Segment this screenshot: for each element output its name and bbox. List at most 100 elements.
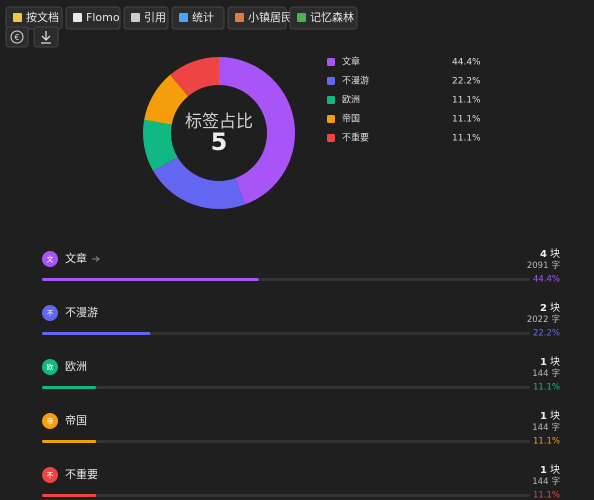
badge-letter: 不 [47, 310, 54, 318]
chars-unit: 字 [551, 476, 560, 487]
legend-value: 11.1% [452, 96, 481, 106]
button-label: 小镇居民 [248, 10, 292, 24]
button-icon [131, 13, 140, 22]
donut-slice [142, 119, 178, 171]
button-bg [171, 6, 225, 30]
button-bg [227, 6, 287, 30]
item-name[interactable]: 欧洲 [65, 360, 87, 373]
badge [42, 359, 58, 375]
toolbar-button[interactable]: Flomo [65, 6, 121, 30]
item-chars: 144 字 [532, 476, 560, 487]
progress-track [42, 440, 530, 443]
donut-slice [219, 57, 296, 205]
badge [42, 305, 58, 321]
download-icon [41, 31, 51, 44]
progress-bar [42, 386, 97, 389]
toolbar-button[interactable]: 小镇居民 [227, 6, 292, 30]
item-name[interactable]: 帝国 [65, 413, 87, 427]
legend-value: 22.2% [452, 77, 481, 87]
donut-slice [153, 157, 245, 210]
button-label: 统计 [192, 11, 214, 24]
progress-track [42, 332, 530, 335]
progress-bar [42, 494, 97, 497]
legend-swatch [327, 115, 335, 123]
progress-track [42, 494, 530, 497]
progress-track [42, 386, 530, 389]
badge-letter: 文 [47, 255, 54, 264]
badge-letter: 欧 [47, 363, 54, 372]
chars-number: 144 [532, 423, 548, 433]
button-label: Flomo [86, 11, 120, 24]
item-name[interactable]: 不漫游 [65, 305, 98, 319]
toolbar-button[interactable]: 统计 [171, 6, 225, 30]
toolbar-button[interactable]: 按文档 [5, 6, 63, 30]
link-arrow [92, 256, 100, 262]
badge [42, 413, 58, 429]
legend-swatch [327, 58, 335, 66]
legend-label: 文章 [342, 56, 360, 68]
item-chars: 2091 字 [527, 260, 560, 271]
button-bg [123, 6, 169, 30]
item-name[interactable]: 文章 [65, 251, 87, 265]
button-label: 按文档 [26, 10, 59, 24]
badge-letter: 帝 [47, 417, 54, 426]
button-label: 引用 [144, 10, 166, 24]
button-bg [5, 26, 29, 48]
button-icon [235, 13, 244, 22]
badge-letter: 不 [47, 472, 54, 480]
progress-bar [42, 332, 151, 335]
item-percent: 11.1% [533, 383, 560, 393]
legend-swatch [327, 134, 335, 142]
item-chars: 144 字 [532, 368, 560, 379]
item-chars: 2022 字 [527, 314, 560, 325]
donut-title: 标签占比 [185, 112, 253, 132]
toolbar-button[interactable]: 引用 [123, 6, 169, 30]
legend-label: 不重要 [342, 132, 369, 144]
currency-icon: € [14, 33, 19, 42]
badge [42, 467, 58, 483]
legend-label: 帝国 [342, 113, 360, 125]
chars-number: 144 [532, 477, 548, 487]
legend-swatch [327, 96, 335, 104]
item-percent: 44.4% [533, 275, 560, 285]
donut-slice [170, 57, 219, 97]
count-number: 1 [540, 357, 547, 368]
chars-number: 2091 [527, 261, 549, 271]
button-icon [13, 13, 22, 22]
chars-unit: 字 [551, 260, 560, 271]
progress-bar [42, 440, 97, 443]
button-bg [289, 6, 358, 30]
chars-number: 2022 [527, 315, 549, 325]
count-number: 4 [540, 249, 547, 260]
item-percent: 22.2% [533, 329, 560, 339]
item-chars: 144 字 [532, 422, 560, 433]
chars-number: 144 [532, 369, 548, 379]
legend-value: 44.4% [452, 58, 481, 68]
count-unit: 块 [550, 410, 560, 422]
icon-ring [10, 30, 24, 44]
item-name[interactable]: 不重要 [65, 467, 98, 481]
item-percent: 11.1% [533, 437, 560, 447]
toolbar-button[interactable]: 记忆森林 [289, 6, 358, 30]
legend-swatch [327, 77, 335, 85]
count-number: 1 [540, 411, 547, 422]
chars-unit: 字 [551, 314, 560, 325]
donut-total: 5 [211, 128, 228, 156]
progress-bar [42, 278, 259, 281]
download-button[interactable] [33, 26, 59, 48]
chars-unit: 字 [551, 422, 560, 433]
badge [42, 251, 58, 267]
currency-button[interactable]: € [5, 26, 29, 48]
button-icon [179, 13, 188, 22]
count-unit: 块 [550, 302, 560, 314]
count-number: 2 [540, 303, 547, 314]
button-icon [297, 13, 306, 22]
chars-unit: 字 [551, 368, 560, 379]
